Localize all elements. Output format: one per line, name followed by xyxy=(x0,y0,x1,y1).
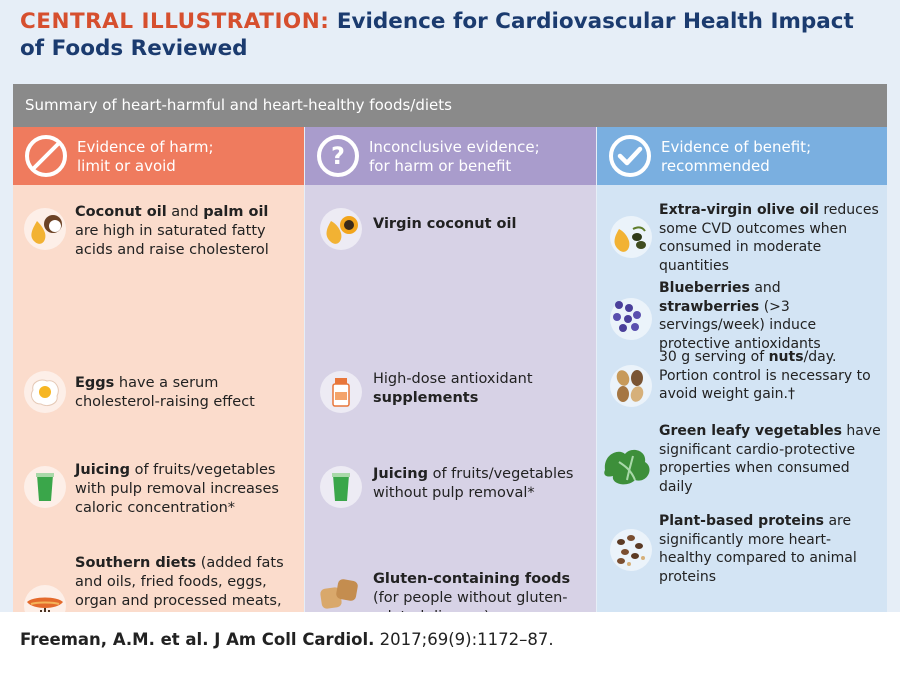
fried-egg-icon xyxy=(24,371,66,413)
citation-ref: 2017;69(9):1172–87. xyxy=(374,630,554,649)
item-text: have significant cardio-protective prope… xyxy=(659,423,881,495)
leafy-greens-icon xyxy=(604,449,650,485)
item-bold: Virgin coconut oil xyxy=(373,216,517,232)
item-text: and xyxy=(749,280,781,296)
question-icon: ? xyxy=(317,135,359,177)
item-bold: Juicing xyxy=(75,462,130,478)
item-bold: Extra-virgin olive oil xyxy=(659,202,819,218)
harm-column-body: Coconut oil and palm oil are high in sat… xyxy=(13,185,304,628)
harm-column: Evidence of harm; limit or avoid Coconut… xyxy=(13,127,304,628)
item-text: are significantly more heart-healthy com… xyxy=(659,513,857,585)
item-bold: palm oil xyxy=(203,204,269,220)
item-bold: nuts xyxy=(768,349,804,365)
item-text: of fruits/vegetables with pulp removal i… xyxy=(75,462,279,516)
item-bold: Plant-based proteins xyxy=(659,513,824,529)
item-text: High-dose antioxidant xyxy=(373,371,533,387)
juice-glass-icon xyxy=(320,466,362,508)
harm-header-line1: Evidence of harm; xyxy=(77,138,214,156)
harm-header-line2: limit or avoid xyxy=(77,157,176,175)
item-bold: Blueberries xyxy=(659,280,750,296)
inconclusive-column-body: Virgin coconut oil High-dose antioxidant… xyxy=(305,185,596,625)
title-text: Evidence for Cardiovascular Health Impac… xyxy=(20,9,854,61)
olive-oil-icon xyxy=(610,216,652,258)
supplement-bottle-icon xyxy=(320,371,362,413)
item-bold: Juicing xyxy=(373,466,428,482)
page-title: CENTRAL ILLUSTRATION: Evidence for Cardi… xyxy=(20,8,880,62)
footer xyxy=(0,612,900,676)
blueberries-icon xyxy=(610,298,652,340)
citation-authors: Freeman, A.M. et al. J Am Coll Cardiol. xyxy=(20,630,375,649)
item-bold: strawberries xyxy=(659,298,760,315)
citation: Freeman, A.M. et al. J Am Coll Cardiol. … xyxy=(20,630,554,649)
item-text: of fruits/vegetables without pulp remova… xyxy=(373,466,574,501)
virgin-coconut-oil-icon xyxy=(320,208,362,250)
item-bold: Green leafy vegetables xyxy=(659,423,842,439)
item-bold: Gluten-containing foods xyxy=(373,571,571,587)
item-bold: Southern diets xyxy=(75,555,197,571)
bread-slices-icon xyxy=(320,579,358,609)
inconclusive-header-line2: for harm or benefit xyxy=(369,157,512,175)
item-bold: Coconut oil xyxy=(75,204,167,220)
benefit-column: Evidence of benefit; recommended Extra-v… xyxy=(597,127,887,612)
nuts-icon xyxy=(610,365,652,407)
item-bold: Eggs xyxy=(75,375,115,391)
summary-header: Summary of heart-harmful and heart-healt… xyxy=(13,84,887,127)
item-bold: supplements xyxy=(373,390,479,406)
checkmark-icon xyxy=(609,135,651,177)
juice-glass-icon xyxy=(24,466,66,508)
item-text: (>3 servings/week) induce protective ant… xyxy=(659,298,821,352)
inconclusive-header-line1: Inconclusive evidence; xyxy=(369,138,540,156)
title-label: CENTRAL ILLUSTRATION: xyxy=(20,9,330,34)
item-text: and xyxy=(166,204,204,220)
item-text: reduces some CVD outcomes when consumed … xyxy=(659,202,879,274)
item-text: have a serum cholesterol-raising effect xyxy=(75,375,255,410)
svg-text:?: ? xyxy=(331,142,345,170)
item-text: /day. Portion control is necessary to av… xyxy=(659,349,871,402)
benefit-header-line2: recommended xyxy=(661,157,770,175)
item-text: 30 g serving of xyxy=(659,349,769,365)
benefit-column-header: Evidence of benefit; recommended xyxy=(597,127,887,185)
harm-column-header: Evidence of harm; limit or avoid xyxy=(13,127,304,185)
inconclusive-column-header: ? Inconclusive evidence; for harm or ben… xyxy=(305,127,596,185)
item-text: are high in saturated fatty acids and ra… xyxy=(75,223,269,258)
prohibition-icon xyxy=(25,135,67,177)
beans-icon xyxy=(610,529,652,571)
benefit-column-body: Extra-virgin olive oil reduces some CVD … xyxy=(597,185,887,612)
coconut-oil-drop-icon xyxy=(24,208,66,250)
inconclusive-column: ? Inconclusive evidence; for harm or ben… xyxy=(305,127,596,625)
benefit-header-line1: Evidence of benefit; xyxy=(661,138,812,156)
